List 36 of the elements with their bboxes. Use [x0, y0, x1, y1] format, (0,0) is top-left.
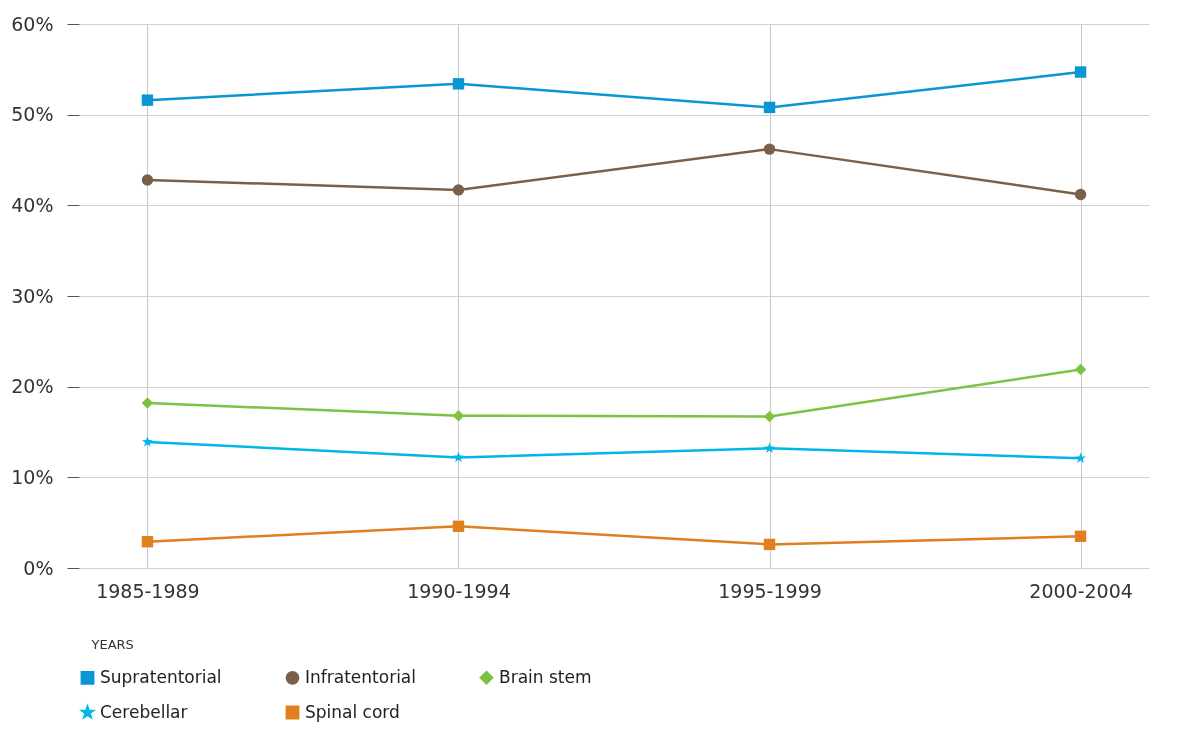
y-tick-label: 20% — [11, 375, 54, 398]
x-tick-label: 1990-1994 — [407, 579, 511, 602]
x-tick-label: 2000-2004 — [1029, 579, 1133, 602]
point — [1074, 363, 1087, 376]
legend-label: Brain stem — [499, 666, 592, 687]
y-tick-label: 40% — [11, 193, 54, 216]
y-tick-label: 60% — [11, 12, 54, 35]
point — [763, 538, 776, 551]
point — [763, 143, 776, 155]
point — [452, 409, 465, 422]
point — [452, 78, 465, 90]
x-tick-label: 1985-1989 — [96, 579, 200, 602]
legend-label: Supratentorial — [100, 666, 222, 687]
point — [452, 520, 465, 532]
point — [1075, 452, 1086, 463]
point — [763, 410, 776, 423]
point — [142, 436, 153, 447]
point — [1074, 530, 1087, 542]
point — [452, 184, 465, 196]
legend-label: Infratentorial — [305, 666, 416, 687]
point — [1074, 66, 1087, 78]
point — [764, 442, 775, 453]
x-axis-title: YEARS — [90, 636, 134, 652]
point — [141, 536, 154, 548]
y-tick-label: 0% — [23, 556, 54, 579]
point — [763, 101, 776, 114]
x-tick-label: 1995-1999 — [718, 579, 822, 602]
y-tick-label: 30% — [11, 284, 54, 307]
point — [141, 174, 154, 186]
point — [453, 451, 464, 462]
y-tick-label: 10% — [11, 465, 54, 488]
point — [141, 94, 154, 106]
legend-label: Spinal cord — [305, 701, 400, 722]
point — [1074, 188, 1087, 201]
legend-label: Cerebellar — [100, 701, 188, 722]
y-tick-label: 50% — [11, 103, 54, 126]
